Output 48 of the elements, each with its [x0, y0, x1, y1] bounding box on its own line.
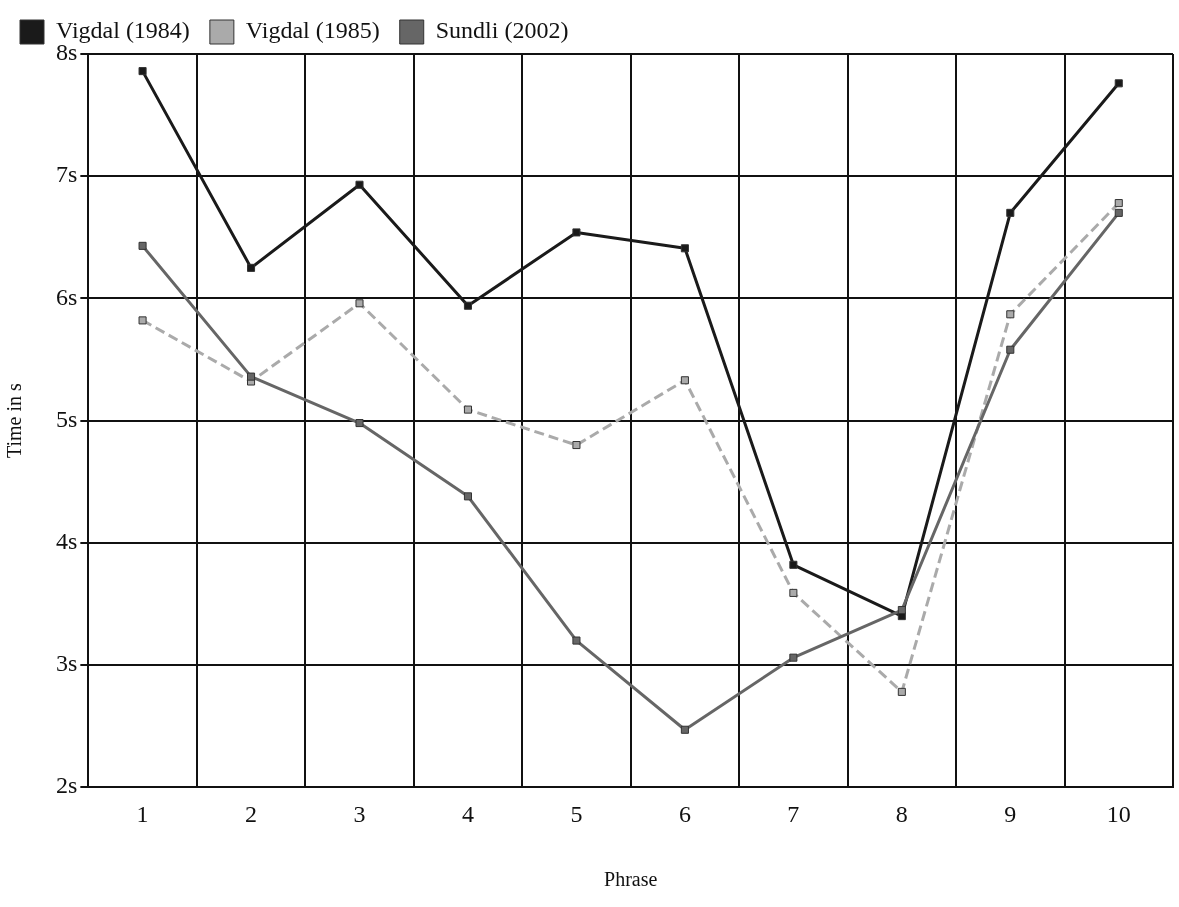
point: [1114, 199, 1123, 208]
point: [572, 636, 581, 645]
x-tick-label: 8: [895, 800, 908, 827]
x-tick-label: 4: [461, 800, 474, 827]
point: [572, 441, 581, 450]
point: [355, 299, 364, 308]
point: [463, 492, 473, 501]
point: [355, 180, 364, 189]
x-tick-label: 3: [353, 800, 366, 827]
y-tick-label: 5s: [56, 405, 78, 432]
point: [138, 316, 147, 325]
x-tick-label: 7: [787, 800, 800, 827]
point: [789, 560, 798, 569]
point: [897, 605, 906, 615]
point: [355, 419, 364, 428]
point: [1006, 208, 1015, 217]
point: [247, 263, 256, 272]
point: [1006, 345, 1015, 354]
point: [463, 301, 473, 310]
point: [572, 228, 581, 237]
point: [138, 67, 147, 76]
x-tick-label: 9: [1004, 800, 1017, 827]
legend-label: Sundli (2002): [435, 17, 569, 44]
point: [680, 376, 689, 385]
point: [789, 588, 798, 597]
point: [1006, 310, 1015, 319]
x-axis-title: Phrase: [604, 868, 658, 891]
point: [680, 725, 689, 734]
y-tick-label: 2s: [56, 772, 78, 799]
x-tick-label: 2: [245, 800, 258, 827]
y-axis-title: Time in s: [3, 382, 26, 459]
point: [897, 687, 906, 696]
y-tick-label: 7s: [56, 161, 78, 188]
x-tick-label: 10: [1106, 800, 1131, 827]
point: [247, 372, 256, 381]
point: [680, 244, 689, 253]
x-tick-label: 5: [570, 800, 583, 827]
point: [1114, 208, 1123, 217]
point: [138, 241, 147, 250]
y-tick-label: 4s: [56, 528, 78, 555]
x-tick-label: 1: [136, 800, 149, 827]
y-tick-label: 6s: [56, 283, 78, 310]
point: [789, 653, 798, 662]
point: [463, 405, 473, 414]
y-tick-label: 3s: [56, 650, 78, 677]
legend-label: Vigdal (1985): [245, 17, 380, 44]
point: [1114, 79, 1123, 88]
x-tick-label: 6: [678, 800, 691, 827]
